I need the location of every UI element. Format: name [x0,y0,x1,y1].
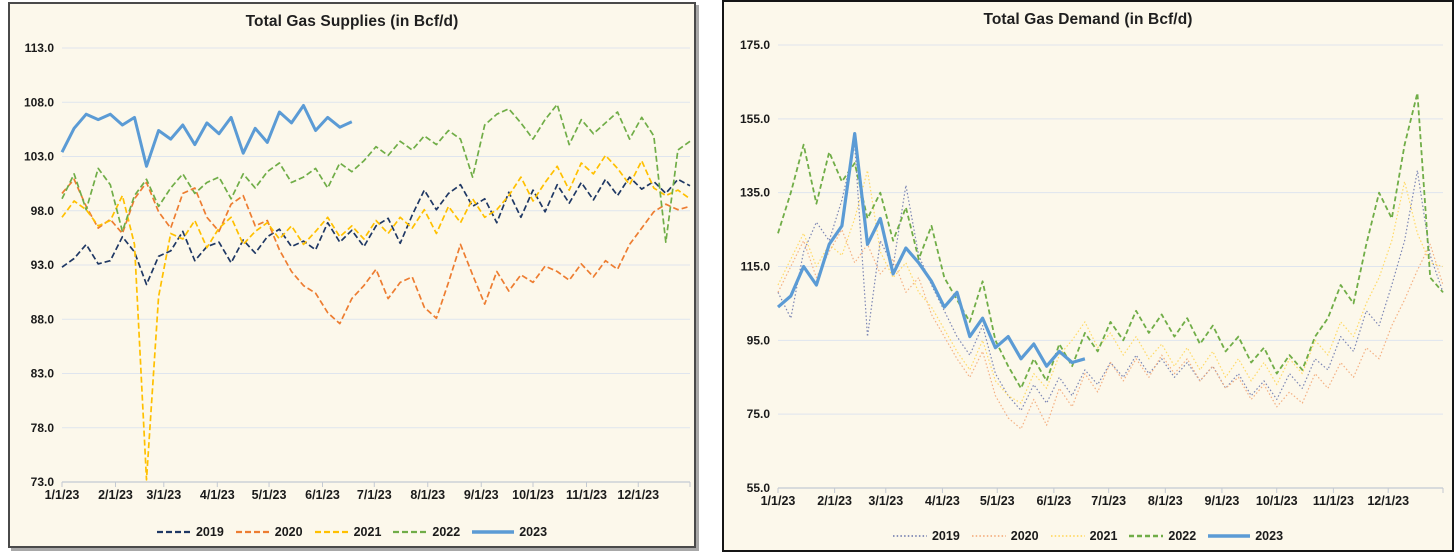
legend-label-2019: 2019 [195,525,224,539]
x-tick-label: 2/1/23 [817,494,852,508]
supplies-chart-legend: 2019 2020 2021 2022 2023 [10,525,694,539]
legend-swatch-2020 [235,530,270,534]
legend-swatch-2020 [971,535,1006,537]
legend-swatch-2021 [314,530,349,534]
legend-label-2022: 2022 [432,525,461,539]
legend-swatch-2019 [892,535,927,537]
x-tick-label: 4/1/23 [925,494,960,508]
x-tick-label: 6/1/23 [305,488,340,502]
x-tick-label: 7/1/23 [1091,494,1126,508]
supplies-chart-panel: Total Gas Supplies (in Bcf/d) 113.0 108.0… [8,2,696,548]
x-tick-label: 8/1/23 [1148,494,1183,508]
x-tick-label: 12/1/23 [1367,494,1409,508]
series-line-2023 [60,104,353,168]
series-line-2021 [777,169,1444,404]
y-tick-label: 95.0 [747,333,771,347]
series-line-2022 [777,92,1444,390]
x-tick-label: 11/1/23 [1313,494,1354,508]
y-tick-label: 115.0 [741,260,771,274]
series-line-2021 [61,154,691,481]
legend-label-2022: 2022 [1168,529,1197,543]
x-tick-label: 4/1/23 [200,488,235,502]
legend-item-2022: 2022 [1129,529,1196,543]
x-tick-label: 10/1/23 [1256,494,1298,508]
y-tick-label: 175.0 [740,38,770,52]
legend-item-2020: 2020 [235,525,303,539]
series-line-2020 [777,229,1444,430]
x-tick-label: 6/1/23 [1036,494,1071,508]
x-tick-label: 1/1/23 [761,494,796,508]
legend-label-2023: 2023 [1255,529,1284,543]
x-tick-label: 8/1/23 [410,488,445,502]
supplies-plot-area: 113.0108.0103.098.093.088.083.078.073.01… [24,41,691,502]
legend-item-2022: 2022 [393,525,460,539]
x-tick-label: 10/1/23 [512,488,554,502]
x-tick-label: 11/1/23 [566,488,607,502]
y-tick-label: 108.0 [24,95,54,109]
y-tick-label: 88.0 [31,312,55,326]
legend-label-2020: 2020 [1010,529,1039,543]
x-tick-label: 2/1/23 [98,488,133,502]
y-tick-label: 55.0 [747,481,771,495]
x-tick-label: 9/1/23 [1205,494,1240,508]
legend-label-2021: 2021 [353,525,382,539]
y-tick-label: 113.0 [25,41,55,55]
y-tick-label: 135.0 [740,186,770,200]
x-tick-label: 12/1/23 [617,488,659,502]
x-tick-label: 3/1/23 [146,488,181,502]
series-line-2019 [61,176,691,286]
y-tick-label: 98.0 [31,204,55,218]
legend-swatch-2021 [1050,535,1085,537]
legend-swatch-2022 [1129,534,1164,538]
y-tick-label: 83.0 [31,367,55,381]
legend-item-2023: 2023 [472,525,547,539]
legend-item-2020: 2020 [971,529,1039,543]
y-tick-label: 93.0 [31,258,55,272]
legend-swatch-2023 [472,530,515,534]
x-tick-label: 3/1/23 [868,494,903,508]
legend-label-2020: 2020 [274,525,303,539]
legend-item-2019: 2019 [892,529,960,543]
series-line-2023 [776,132,1086,368]
x-tick-label: 5/1/23 [252,488,287,502]
x-tick-label: 1/1/23 [45,488,80,502]
x-tick-label: 7/1/23 [357,488,392,502]
x-tick-label: 5/1/23 [980,494,1015,508]
series-line-2022 [61,103,691,244]
legend-label-2019: 2019 [931,529,960,543]
legend-swatch-2019 [156,530,191,534]
legend-label-2021: 2021 [1089,529,1118,543]
y-tick-label: 78.0 [31,421,55,435]
y-tick-label: 103.0 [24,150,54,164]
y-tick-label: 73.0 [31,475,55,489]
demand-chart-panel: Total Gas Demand (in Bcf/d) 175.0 155.0 13… [722,0,1454,552]
y-tick-label: 155.0 [740,112,770,126]
series-line-2020 [61,178,691,325]
supplies-chart-title: Total Gas Supplies (in Bcf/d) [245,13,459,30]
legend-item-2021: 2021 [314,525,382,539]
legend-swatch-2022 [393,530,428,534]
legend-item-2023: 2023 [1208,529,1283,543]
y-tick-label: 75.0 [747,407,771,421]
legend-item-2019: 2019 [156,525,224,539]
demand-chart-legend: 2019 2020 2021 2022 2023 [724,529,1452,543]
demand-plot-area: 175.0 155.0 135.0 115.0 95.0 75.0 55.01/1/23 2/… [740,38,1444,508]
series-line-2019 [777,144,1444,412]
legend-item-2021: 2021 [1050,529,1118,543]
demand-chart-title: Total Gas Demand (in Bcf/d) [983,11,1193,28]
legend-label-2023: 2023 [519,525,548,539]
x-tick-label: 9/1/23 [464,488,499,502]
legend-swatch-2023 [1208,534,1251,538]
